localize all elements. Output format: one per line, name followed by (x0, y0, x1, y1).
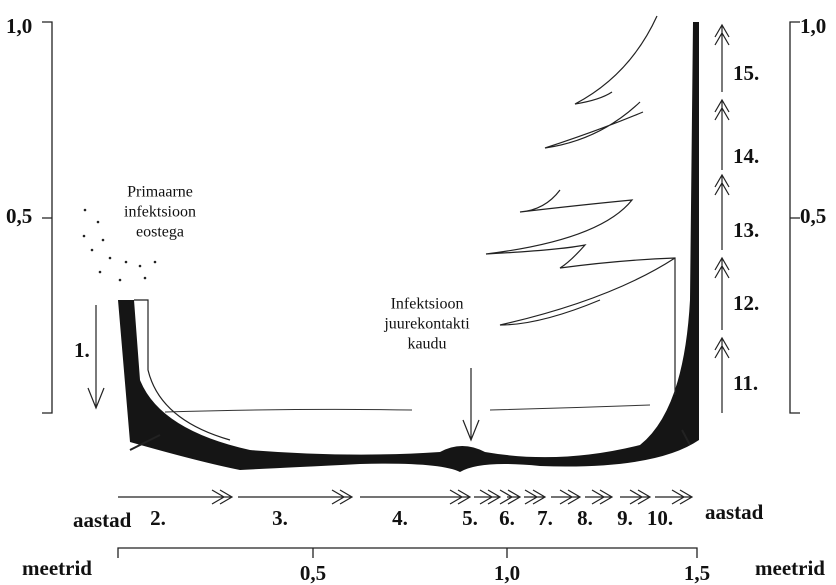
annotation-line: eostega (136, 224, 184, 241)
year-label: 13. (733, 218, 759, 242)
arrow (551, 489, 582, 505)
year-label: 5. (462, 506, 478, 530)
arrow (714, 336, 730, 413)
arrow (655, 489, 694, 505)
left-axis-label: 1,0 (6, 14, 32, 38)
unit-label: meetrid (22, 556, 92, 580)
right-axis-label: 0,5 (800, 204, 826, 228)
arrow (524, 489, 547, 505)
left-axis (42, 21, 53, 414)
arrow (238, 489, 354, 505)
year-label: 12. (733, 291, 759, 315)
year-label: 1. (74, 338, 90, 362)
arrow (360, 489, 472, 505)
spores (82, 208, 157, 282)
arrow (714, 256, 730, 330)
arrow (585, 489, 614, 505)
arrow (474, 489, 502, 505)
arrow (714, 98, 730, 170)
bottom-years: 2. 3. 4. 5. 6. 7. 8. 9. 10. (150, 506, 673, 530)
year-label: 15. (733, 61, 759, 85)
annotation-primary: Primaarne infektsioon eostega (124, 184, 196, 241)
year-label: 4. (392, 506, 408, 530)
axes (42, 21, 800, 558)
year-label: 9. (617, 506, 633, 530)
arrow (87, 305, 105, 410)
annotation-line: Primaarne (127, 184, 193, 201)
left-axis-label: 0,5 (6, 204, 32, 228)
annotation-line: kaudu (407, 336, 446, 353)
year-label: 3. (272, 506, 288, 530)
arrow (462, 368, 480, 442)
arrow (714, 23, 730, 92)
annotation-root-contact: Infektsioon juurekontakti kaudu (383, 296, 480, 442)
unit-label: meetrid (755, 556, 825, 580)
arrow (499, 489, 522, 505)
distance-labels: 0,5 1,0 1,5 (300, 561, 710, 585)
annotation-line: juurekontakti (383, 316, 470, 333)
tree-drawing (118, 15, 699, 472)
year-label: 14. (733, 144, 759, 168)
distance-label: 1,0 (494, 561, 520, 585)
annotation-line: infektsioon (124, 204, 196, 221)
year-label: 6. (499, 506, 515, 530)
year-label: 2. (150, 506, 166, 530)
unit-label: aastad (705, 500, 764, 524)
right-years: 11. 12. 13. 14. 15. (733, 61, 759, 395)
distance-label: 1,5 (684, 561, 710, 585)
arrow (714, 173, 730, 250)
distance-label: 0,5 (300, 561, 326, 585)
arrow (620, 489, 652, 505)
year-label: 11. (733, 371, 758, 395)
year-label: 10. (647, 506, 673, 530)
annotation-line: Infektsioon (391, 296, 464, 313)
unit-label: aastad (73, 508, 132, 532)
year-label: 7. (537, 506, 553, 530)
distance-axis (117, 547, 698, 558)
right-axis (789, 21, 800, 414)
year-label: 8. (577, 506, 593, 530)
right-axis-label: 1,0 (800, 14, 826, 38)
arrow (118, 489, 234, 505)
year-arrows (118, 23, 730, 505)
